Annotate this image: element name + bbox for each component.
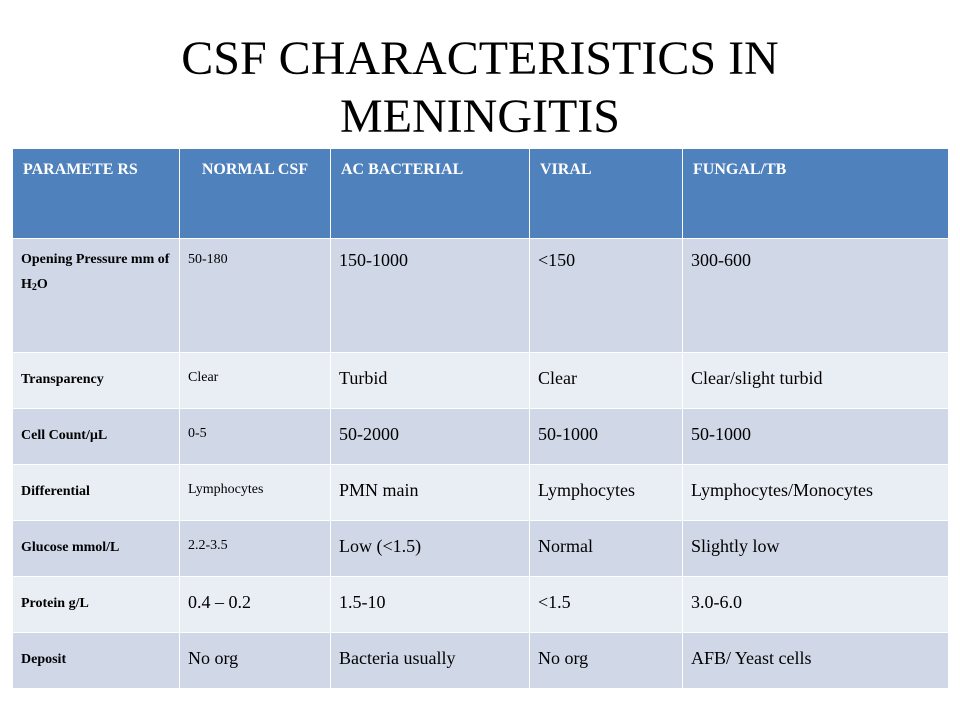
- cell-bacterial: Low (<1.5): [330, 520, 530, 577]
- cell-fungal: 300-600: [682, 238, 949, 353]
- cell-param-transparency: Transparency: [12, 352, 180, 409]
- cell-bacterial: 1.5-10: [330, 576, 530, 633]
- table-header-row: PARAMETE RS NORMAL CSF AC BACTERIAL VIRA…: [12, 148, 949, 239]
- header-viral-label: VIRAL: [540, 161, 592, 178]
- csf-comparison-table: PARAMETE RS NORMAL CSF AC BACTERIAL VIRA…: [12, 148, 949, 689]
- cell-fungal: Clear/slight turbid: [682, 352, 949, 409]
- header-fungal-tb: FUNGAL/TB: [682, 148, 949, 239]
- cell-fungal: Slightly low: [682, 520, 949, 577]
- table-row-opening-pressure: Opening Pressure mm of H2O 50-180 150-10…: [12, 238, 949, 353]
- cell-fungal: AFB/ Yeast cells: [682, 632, 949, 689]
- cell-viral: Normal: [529, 520, 683, 577]
- cell-viral: Clear: [529, 352, 683, 409]
- cell-bacterial: Turbid: [330, 352, 530, 409]
- cell-fungal: 50-1000: [682, 408, 949, 465]
- cell-param-differential: Differential: [12, 464, 180, 521]
- table-row-differential: Differential Lymphocytes PMN main Lympho…: [12, 464, 949, 521]
- cell-bacterial: 50-2000: [330, 408, 530, 465]
- param-opening-prefix: Opening Pressure mm of H: [21, 252, 170, 292]
- cell-param-deposit: Deposit: [12, 632, 180, 689]
- header-bacterial-label: AC BACTERIAL: [341, 161, 464, 178]
- param-opening-suffix: O: [36, 277, 48, 292]
- header-normal-csf: NORMAL CSF: [179, 148, 331, 239]
- header-ac-bacterial: AC BACTERIAL: [330, 148, 530, 239]
- cell-viral: 50-1000: [529, 408, 683, 465]
- cell-viral: No org: [529, 632, 683, 689]
- cell-fungal: Lymphocytes/Monocytes: [682, 464, 949, 521]
- cell-normal: Lymphocytes: [179, 464, 331, 521]
- param-opening-subscript: 2: [31, 282, 37, 293]
- table-row-glucose: Glucose mmol/L 2.2-3.5 Low (<1.5) Normal…: [12, 520, 949, 577]
- cell-viral: <150: [529, 238, 683, 353]
- cell-bacterial: Bacteria usually: [330, 632, 530, 689]
- cell-bacterial: PMN main: [330, 464, 530, 521]
- cell-viral: Lymphocytes: [529, 464, 683, 521]
- cell-normal: 0.4 – 0.2: [179, 576, 331, 633]
- header-parameters-label: PARAMETE RS: [23, 161, 138, 178]
- cell-normal: 0-5: [179, 408, 331, 465]
- cell-viral: <1.5: [529, 576, 683, 633]
- header-parameters: PARAMETE RS: [12, 148, 180, 239]
- cell-param-protein: Protein g/L: [12, 576, 180, 633]
- cell-param-cell-count: Cell Count/µL: [12, 408, 180, 465]
- cell-normal: Clear: [179, 352, 331, 409]
- cell-bacterial: 150-1000: [330, 238, 530, 353]
- header-viral: VIRAL: [529, 148, 683, 239]
- table-row-transparency: Transparency Clear Turbid Clear Clear/sl…: [12, 352, 949, 409]
- header-fungal-label: FUNGAL/TB: [693, 161, 787, 178]
- cell-normal: 2.2-3.5: [179, 520, 331, 577]
- cell-param-opening-pressure: Opening Pressure mm of H2O: [12, 238, 180, 353]
- header-normal-label: NORMAL CSF: [201, 161, 309, 178]
- table-row-cell-count: Cell Count/µL 0-5 50-2000 50-1000 50-100…: [12, 408, 949, 465]
- cell-param-glucose: Glucose mmol/L: [12, 520, 180, 577]
- slide-title: CSF CHARACTERISTICS IN MENINGITIS: [181, 32, 779, 143]
- table-row-deposit: Deposit No org Bacteria usually No org A…: [12, 632, 949, 689]
- table-row-protein: Protein g/L 0.4 – 0.2 1.5-10 <1.5 3.0-6.…: [12, 576, 949, 633]
- cell-fungal: 3.0-6.0: [682, 576, 949, 633]
- cell-normal: No org: [179, 632, 331, 689]
- cell-normal: 50-180: [179, 238, 331, 353]
